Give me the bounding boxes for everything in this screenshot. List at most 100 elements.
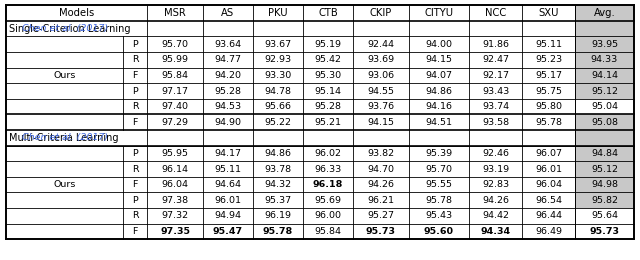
Text: 97.32: 97.32 xyxy=(161,211,189,220)
Text: 94.70: 94.70 xyxy=(367,165,394,173)
Text: 94.51: 94.51 xyxy=(426,118,452,127)
Text: 94.84: 94.84 xyxy=(591,149,618,158)
Text: 95.78: 95.78 xyxy=(426,196,452,205)
Text: 97.40: 97.40 xyxy=(161,102,189,111)
Text: Models: Models xyxy=(60,8,95,18)
Text: 96.14: 96.14 xyxy=(161,165,189,173)
Bar xyxy=(575,5,634,52)
Text: 94.42: 94.42 xyxy=(482,211,509,220)
Text: 95.11: 95.11 xyxy=(214,165,241,173)
Text: 95.78: 95.78 xyxy=(263,227,293,236)
Text: 92.47: 92.47 xyxy=(482,55,509,64)
Text: 96.21: 96.21 xyxy=(367,196,394,205)
Text: 94.53: 94.53 xyxy=(214,102,241,111)
Text: 95.55: 95.55 xyxy=(426,180,452,189)
Text: 95.95: 95.95 xyxy=(161,149,189,158)
Text: 94.14: 94.14 xyxy=(591,71,618,80)
Text: 94.15: 94.15 xyxy=(426,55,452,64)
Text: 96.44: 96.44 xyxy=(535,211,563,220)
Text: 94.16: 94.16 xyxy=(426,102,452,111)
Bar xyxy=(6,52,634,99)
Text: Multi-Criteria Learning: Multi-Criteria Learning xyxy=(9,133,118,143)
Text: P: P xyxy=(132,149,138,158)
Text: PKU: PKU xyxy=(268,8,288,18)
Text: F: F xyxy=(132,71,138,80)
Text: 95.60: 95.60 xyxy=(424,227,454,236)
Text: 95.78: 95.78 xyxy=(535,118,563,127)
Text: 95.12: 95.12 xyxy=(591,165,618,173)
Text: 91.86: 91.86 xyxy=(482,40,509,49)
Text: 95.84: 95.84 xyxy=(161,71,189,80)
Text: SXU: SXU xyxy=(538,8,559,18)
Text: R: R xyxy=(132,55,138,64)
Text: Ours: Ours xyxy=(54,71,76,80)
Text: 94.33: 94.33 xyxy=(591,55,618,64)
Text: R: R xyxy=(132,102,138,111)
Text: 97.35: 97.35 xyxy=(160,227,190,236)
Text: 96.33: 96.33 xyxy=(314,165,342,173)
Text: 94.26: 94.26 xyxy=(482,196,509,205)
Text: 95.99: 95.99 xyxy=(161,55,189,64)
Text: 93.43: 93.43 xyxy=(482,87,509,95)
Text: 94.78: 94.78 xyxy=(264,87,291,95)
Text: 95.30: 95.30 xyxy=(314,71,342,80)
Text: Avg.: Avg. xyxy=(593,8,615,18)
Text: 96.02: 96.02 xyxy=(315,149,342,158)
Text: 94.64: 94.64 xyxy=(214,180,241,189)
Text: 95.14: 95.14 xyxy=(315,87,342,95)
Text: 94.98: 94.98 xyxy=(591,180,618,189)
Text: 94.86: 94.86 xyxy=(264,149,291,158)
Text: 95.64: 95.64 xyxy=(591,211,618,220)
Text: CTB: CTB xyxy=(318,8,338,18)
Bar xyxy=(6,161,634,208)
Text: 93.69: 93.69 xyxy=(367,55,394,64)
Text: 93.74: 93.74 xyxy=(482,102,509,111)
Text: 93.30: 93.30 xyxy=(264,71,292,80)
Bar xyxy=(6,21,634,36)
Text: F: F xyxy=(132,118,138,127)
Text: 96.04: 96.04 xyxy=(161,180,189,189)
Text: 95.42: 95.42 xyxy=(315,55,342,64)
Text: P: P xyxy=(132,196,138,205)
Bar xyxy=(575,114,634,161)
Text: 95.70: 95.70 xyxy=(161,40,189,49)
Text: 93.19: 93.19 xyxy=(482,165,509,173)
Text: 96.18: 96.18 xyxy=(313,180,343,189)
Text: 94.55: 94.55 xyxy=(367,87,394,95)
Text: R: R xyxy=(132,165,138,173)
Bar xyxy=(575,52,634,99)
Text: 93.64: 93.64 xyxy=(214,40,241,49)
Text: 92.93: 92.93 xyxy=(264,55,291,64)
Text: 95.66: 95.66 xyxy=(264,102,291,111)
Text: P: P xyxy=(132,40,138,49)
Text: AS: AS xyxy=(221,8,234,18)
Bar xyxy=(6,130,634,146)
Text: 96.54: 96.54 xyxy=(535,196,563,205)
Text: 93.76: 93.76 xyxy=(367,102,394,111)
Text: CITYU: CITYU xyxy=(424,8,453,18)
Text: 94.20: 94.20 xyxy=(214,71,241,80)
Text: 95.69: 95.69 xyxy=(315,196,342,205)
Text: 95.23: 95.23 xyxy=(535,55,563,64)
Text: 94.94: 94.94 xyxy=(214,211,241,220)
Text: 92.46: 92.46 xyxy=(482,149,509,158)
Text: 95.11: 95.11 xyxy=(535,40,563,49)
Text: 94.86: 94.86 xyxy=(426,87,452,95)
Text: 95.21: 95.21 xyxy=(315,118,342,127)
Text: Single-Criterion Learning: Single-Criterion Learning xyxy=(9,24,131,34)
Text: F: F xyxy=(132,180,138,189)
Text: 95.22: 95.22 xyxy=(264,118,291,127)
Text: 94.07: 94.07 xyxy=(426,71,452,80)
Text: 93.95: 93.95 xyxy=(591,40,618,49)
Text: 94.26: 94.26 xyxy=(367,180,394,189)
Text: 95.47: 95.47 xyxy=(212,227,243,236)
Text: 95.28: 95.28 xyxy=(214,87,241,95)
Text: 92.17: 92.17 xyxy=(482,71,509,80)
Text: 95.04: 95.04 xyxy=(591,102,618,111)
Text: 96.01: 96.01 xyxy=(214,196,241,205)
Bar xyxy=(6,114,634,161)
Text: 95.37: 95.37 xyxy=(264,196,291,205)
Text: 95.43: 95.43 xyxy=(425,211,452,220)
Text: R: R xyxy=(132,211,138,220)
Text: Chen et al. (2017): Chen et al. (2017) xyxy=(22,24,108,33)
